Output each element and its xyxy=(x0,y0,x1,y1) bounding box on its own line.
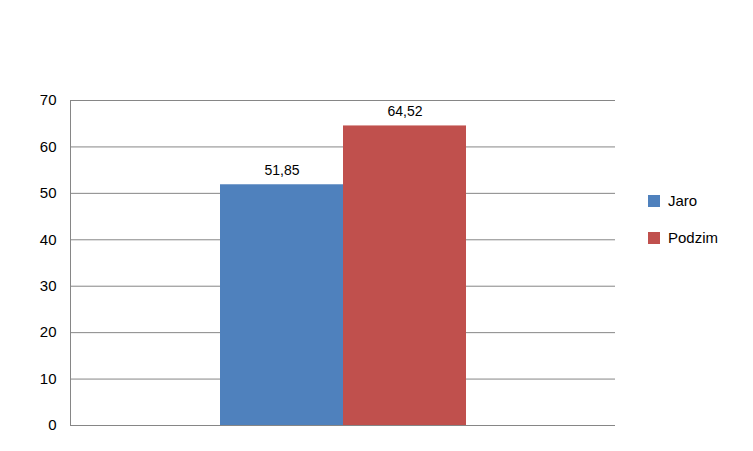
svg-text:10: 10 xyxy=(40,370,57,387)
svg-text:30: 30 xyxy=(40,277,57,294)
svg-text:51,85: 51,85 xyxy=(264,162,299,178)
svg-text:60: 60 xyxy=(40,138,57,155)
svg-text:70: 70 xyxy=(40,91,57,108)
svg-text:0: 0 xyxy=(48,416,56,433)
html-text:Jaro: Jaro xyxy=(668,192,698,209)
html-text:Podzim: Podzim xyxy=(668,229,718,246)
svg-text:40: 40 xyxy=(40,231,57,248)
svg-text:50: 50 xyxy=(40,184,57,201)
svg-text:64,52: 64,52 xyxy=(387,103,422,119)
svg-text:20: 20 xyxy=(40,323,57,340)
